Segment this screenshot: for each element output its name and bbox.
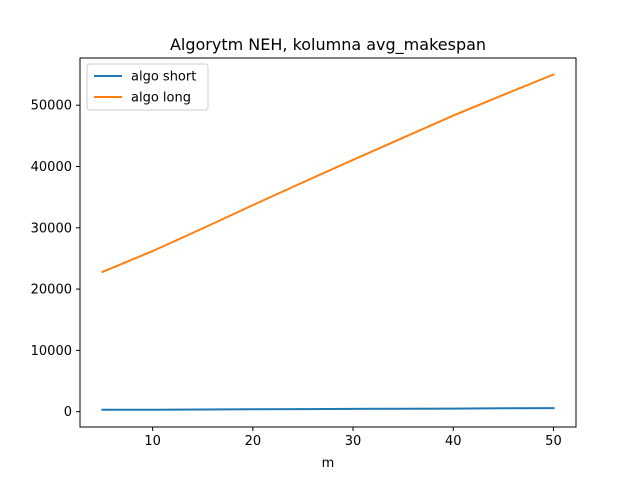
x-tick-label: 40	[445, 434, 462, 449]
x-tick-label: 20	[245, 434, 262, 449]
y-tick-label: 20000	[31, 283, 72, 298]
series-line-algo-short	[101, 407, 555, 411]
y-tick-label: 40000	[31, 160, 72, 175]
legend-label-algo-long: algo long	[131, 91, 191, 106]
y-tick-label: 10000	[31, 344, 72, 359]
plot-area: 10 20 30 40 50 0 10000 20000 30000 40000 50000	[31, 57, 577, 449]
legend-label-algo-short: algo short	[131, 70, 196, 85]
x-tick-label: 50	[545, 434, 562, 449]
y-tick-label: 30000	[31, 221, 72, 236]
x-axis-label: m	[322, 456, 335, 471]
y-axis-ticks: 0 10000 20000 30000 40000 50000	[31, 99, 80, 420]
axes-frame	[79, 57, 577, 428]
series-layer	[101, 73, 555, 411]
x-axis-ticks: 10 20 30 40 50	[144, 427, 562, 449]
y-tick-label: 50000	[31, 99, 72, 114]
x-tick-label: 10	[144, 434, 161, 449]
legend: algo short algo long	[86, 63, 209, 111]
chart-title: Algorytm NEH, kolumna avg_makespan	[170, 35, 486, 55]
y-tick-label: 0	[64, 405, 72, 420]
series-line-algo-long	[101, 73, 555, 274]
x-tick-label: 30	[345, 434, 362, 449]
